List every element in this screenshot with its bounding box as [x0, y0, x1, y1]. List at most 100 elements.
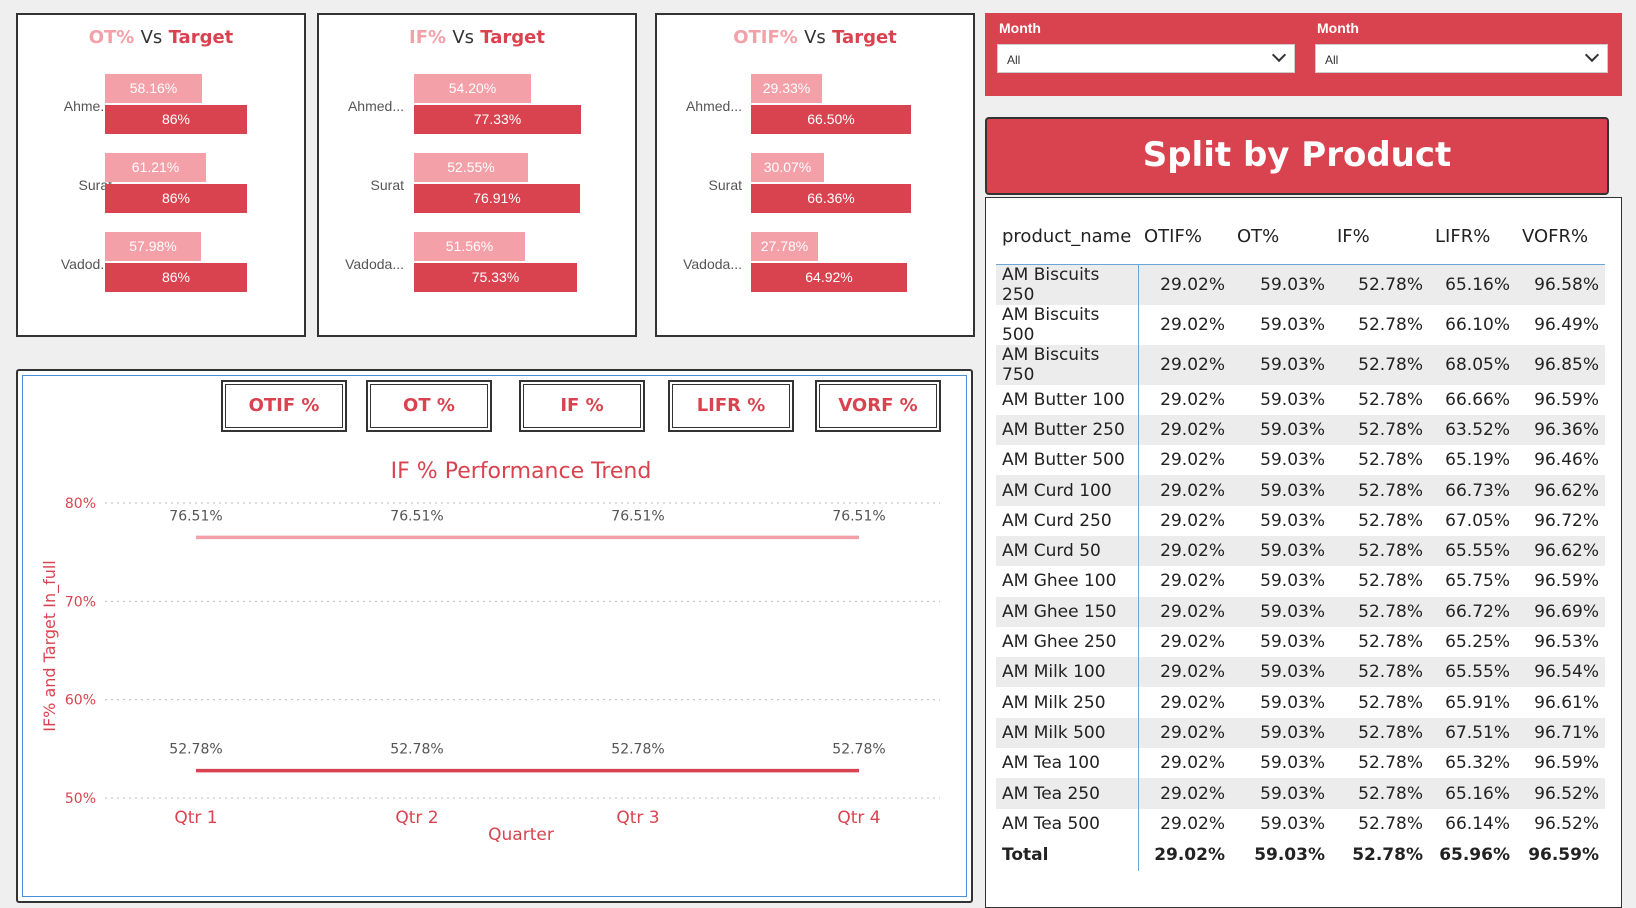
title-vs: Vs: [804, 27, 826, 48]
metric-cell: 66.66%: [1445, 389, 1510, 410]
total-cell: 29.02%: [1154, 844, 1225, 865]
target-bar[interactable]: 86%: [105, 184, 247, 213]
metric-cell: 59.03%: [1231, 596, 1331, 627]
table-row[interactable]: AM Ghee 100 29.02% 59.03% 52.78% 65.75% 96.59…: [996, 566, 1605, 597]
metric-cell: 52.78%: [1331, 264, 1429, 305]
slicer-panel: Month All Month All: [985, 13, 1622, 96]
target-bar[interactable]: 77.33%: [414, 105, 581, 134]
data-label: 76.51%: [611, 508, 664, 524]
metric-cell: 29.02%: [1138, 596, 1231, 627]
product-name-cell: AM Tea 250: [996, 778, 1139, 809]
city-label: Ahmed...: [347, 98, 404, 114]
month-slicer-dropdown[interactable]: All: [997, 44, 1295, 73]
city-label: Surat: [708, 177, 742, 193]
metric-cell: 29.02%: [1160, 692, 1225, 713]
metric-cell: 59.03%: [1260, 571, 1325, 592]
actual-bar[interactable]: 30.07%: [751, 153, 824, 182]
table-row[interactable]: AM Curd 100 29.02% 59.03% 52.78% 66.73% 96.62…: [996, 475, 1605, 506]
target-bar[interactable]: 66.36%: [751, 184, 911, 213]
metric-cell: 29.02%: [1160, 632, 1225, 653]
title-vs: Vs: [452, 27, 475, 48]
target-bar[interactable]: 86%: [105, 263, 247, 292]
table-row[interactable]: AM Milk 250 29.02% 59.03% 52.78% 65.91% 96.61…: [996, 687, 1605, 718]
otif-metric-button[interactable]: OTIF %: [221, 380, 347, 432]
table-row[interactable]: AM Butter 100 29.02% 59.03% 52.78% 66.66% 96.…: [996, 384, 1605, 415]
table-row[interactable]: AM Biscuits 500 29.02% 59.03% 52.78% 66.10% 9…: [996, 304, 1605, 345]
table-row[interactable]: AM Tea 500 29.02% 59.03% 52.78% 66.14% 96.52%: [996, 808, 1605, 839]
data-label: 52.78%: [169, 742, 222, 758]
column-header[interactable]: OT%: [1231, 210, 1331, 265]
table-row[interactable]: AM Milk 100 29.02% 59.03% 52.78% 65.55% 96.54…: [996, 657, 1605, 688]
metric-cell: 65.91%: [1445, 692, 1510, 713]
column-header[interactable]: OTIF%: [1138, 210, 1231, 265]
city-label: Ahme...: [63, 98, 112, 114]
product-name-cell: AM Curd 250: [996, 505, 1139, 536]
actual-bar[interactable]: 58.16%: [105, 74, 202, 103]
metric-cell: 59.03%: [1231, 717, 1331, 749]
actual-bar[interactable]: 57.98%: [105, 232, 201, 261]
x-tick-label: Qtr 2: [395, 808, 438, 828]
product-name-cell: AM Curd 50: [996, 535, 1139, 567]
actual-bar[interactable]: 61.21%: [105, 153, 206, 182]
table-row[interactable]: AM Biscuits 750 29.02% 59.03% 52.78% 68.05% 9…: [996, 344, 1605, 385]
metric-cell: 52.78%: [1358, 632, 1423, 653]
column-header[interactable]: VOFR%: [1516, 210, 1605, 265]
metric-cell: 96.36%: [1516, 414, 1605, 446]
metric-cell: 52.78%: [1331, 344, 1429, 385]
vorf-metric-button[interactable]: VORF %: [815, 380, 941, 432]
target-bar[interactable]: 64.92%: [751, 263, 907, 292]
metric-cell: 65.75%: [1445, 571, 1510, 592]
target-bar[interactable]: 75.33%: [414, 263, 577, 292]
metric-cell: 52.78%: [1331, 596, 1429, 627]
actual-bar[interactable]: 54.20%: [414, 74, 531, 103]
table-row[interactable]: AM Butter 250 29.02% 59.03% 52.78% 63.52% 96.…: [996, 414, 1605, 446]
card-title: OT% Vs Target: [18, 27, 304, 48]
month-slicer-value: All: [1325, 53, 1339, 67]
metric-cell: 96.62%: [1516, 535, 1605, 567]
metric-cell: 65.16%: [1429, 778, 1516, 809]
ot-metric-button[interactable]: OT %: [366, 380, 492, 432]
metric-cell: 96.59%: [1534, 389, 1599, 410]
otif-vs-target-card: OTIF% Vs Target Ahmed... 29.33% 66.50% S…: [655, 13, 975, 337]
product-name-cell: AM Butter 500: [996, 445, 1139, 476]
table-row[interactable]: AM Biscuits 250 29.02% 59.03% 52.78% 65.16% 9…: [996, 264, 1605, 305]
actual-bar[interactable]: 51.56%: [414, 232, 525, 261]
metric-cell: 52.78%: [1331, 778, 1429, 809]
total-cell: 65.96%: [1439, 844, 1510, 865]
metric-cell: 29.02%: [1138, 475, 1231, 506]
table-row[interactable]: AM Tea 250 29.02% 59.03% 52.78% 65.16% 96.52%: [996, 778, 1605, 809]
table-row[interactable]: AM Ghee 150 29.02% 59.03% 52.78% 66.72% 96.69…: [996, 596, 1605, 627]
column-header[interactable]: IF%: [1331, 210, 1429, 265]
actual-bar[interactable]: 27.78%: [751, 232, 818, 261]
product-name-cell: AM Milk 100: [996, 657, 1139, 688]
metric-cell: 59.03%: [1231, 535, 1331, 567]
total-cell: 96.59%: [1528, 844, 1599, 865]
column-header[interactable]: product_name: [996, 210, 1138, 265]
card-title: OTIF% Vs Target: [657, 27, 973, 48]
table-row[interactable]: AM Curd 50 29.02% 59.03% 52.78% 65.55% 96.62%: [996, 535, 1605, 567]
metric-cell: 29.02%: [1138, 657, 1231, 688]
target-bar[interactable]: 76.91%: [414, 184, 580, 213]
data-label: 76.51%: [832, 508, 885, 524]
table-row[interactable]: AM Curd 250 29.02% 59.03% 52.78% 67.05% 96.72…: [996, 505, 1605, 536]
title-metric: OTIF%: [733, 27, 798, 48]
table-row[interactable]: AM Milk 500 29.02% 59.03% 52.78% 67.51% 96.71…: [996, 717, 1605, 749]
if-metric-button[interactable]: IF %: [519, 380, 645, 432]
table-row[interactable]: AM Ghee 250 29.02% 59.03% 52.78% 65.25% 96.53…: [996, 626, 1605, 658]
if-vs-target-card: IF% Vs Target Ahmed... 54.20% 77.33% Sur…: [317, 13, 637, 337]
metric-cell: 65.19%: [1445, 450, 1510, 471]
actual-bar[interactable]: 29.33%: [751, 74, 822, 103]
target-bar[interactable]: 86%: [105, 105, 247, 134]
metric-cell: 65.16%: [1429, 264, 1516, 305]
metric-cell: 65.32%: [1445, 753, 1510, 774]
title-metric: IF%: [409, 27, 447, 48]
target-bar[interactable]: 66.50%: [751, 105, 911, 134]
month-slicer-dropdown[interactable]: All: [1315, 44, 1608, 73]
table-row[interactable]: AM Butter 500 29.02% 59.03% 52.78% 65.19% 96.…: [996, 445, 1605, 476]
metric-cell: 59.03%: [1231, 657, 1331, 688]
column-header[interactable]: LIFR%: [1429, 210, 1516, 265]
table-row[interactable]: AM Tea 100 29.02% 59.03% 52.78% 65.32% 96.59%: [996, 748, 1605, 779]
title-metric: OT%: [88, 27, 135, 48]
lifr-metric-button[interactable]: LIFR %: [668, 380, 794, 432]
actual-bar[interactable]: 52.55%: [414, 153, 528, 182]
